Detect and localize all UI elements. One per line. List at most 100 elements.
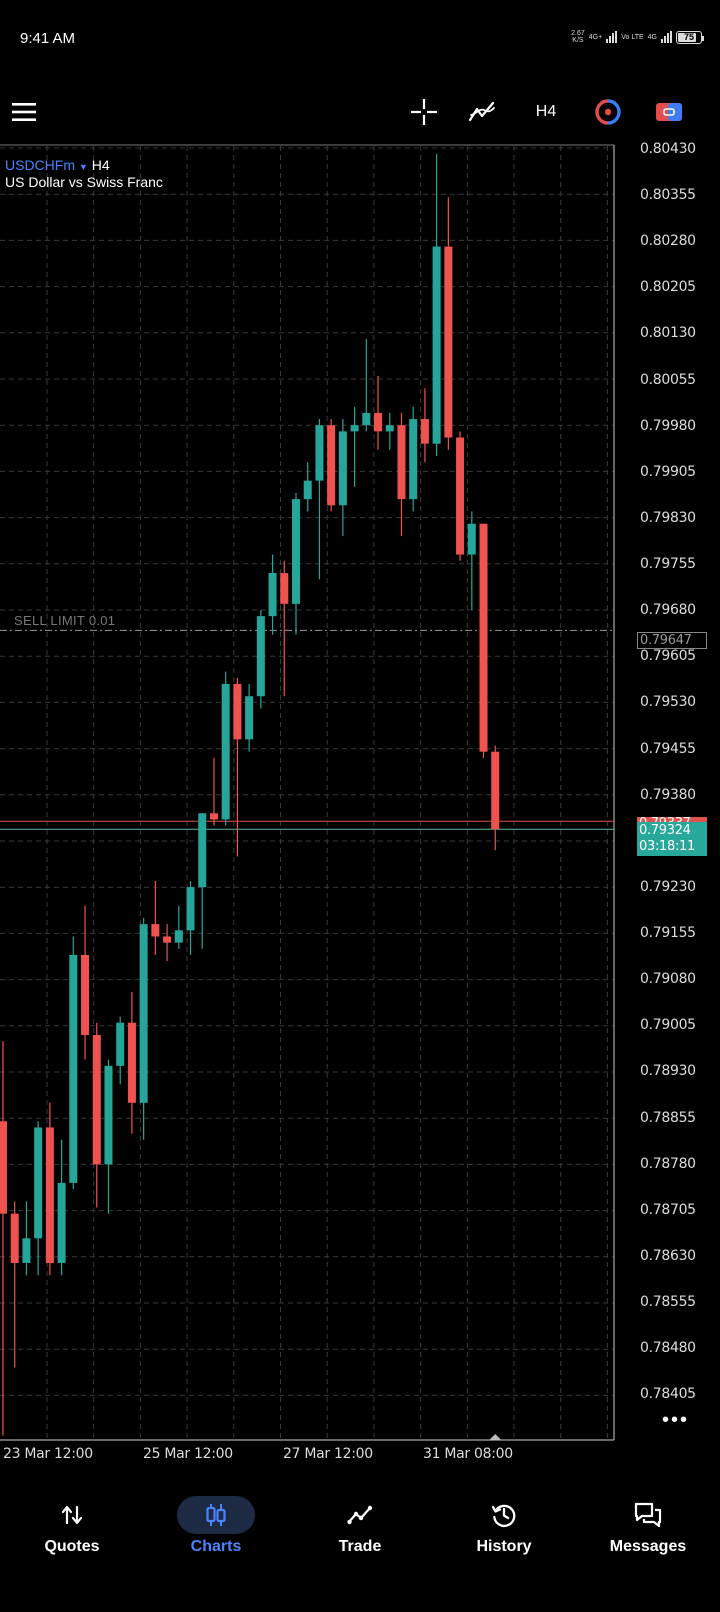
- history-icon: [491, 1504, 516, 1527]
- nav-quotes-icon-wrap: [33, 1496, 111, 1534]
- network-speed-value: 2.67: [571, 30, 585, 37]
- nav-quotes-label: Quotes: [44, 1538, 100, 1555]
- nav-trade-icon-wrap: [321, 1496, 399, 1534]
- trade-icon: [656, 103, 682, 121]
- volte-label: Vo LTE: [621, 33, 644, 41]
- candle-bearish: [444, 246, 453, 438]
- candle-bullish: [104, 1065, 113, 1165]
- symbol-description: US Dollar vs Swiss Franc: [5, 174, 163, 190]
- candle-bullish: [409, 419, 418, 500]
- time-axis-label: 31 Mar 08:00: [423, 1446, 513, 1462]
- candle-bearish: [397, 425, 406, 500]
- battery-level: [678, 32, 696, 42]
- nav-messages[interactable]: Messages: [576, 1480, 720, 1612]
- candle-bearish: [209, 813, 218, 820]
- nav-history-icon-wrap: [465, 1496, 543, 1534]
- symbol-name[interactable]: USDCHFm: [5, 157, 75, 173]
- nav-charts[interactable]: Charts: [144, 1480, 288, 1612]
- bid-price-value: 0.79324: [639, 823, 691, 838]
- crosshair-icon: [411, 99, 437, 125]
- current-bar-marker: [489, 1434, 502, 1440]
- sell-limit-price-tag: 0.79647: [637, 632, 707, 649]
- price-axis-label: 0.78855: [640, 1110, 696, 1126]
- candle-bullish: [467, 523, 476, 555]
- candle-bullish: [198, 813, 207, 888]
- chart-symbol-header[interactable]: USDCHFm ▼ H4: [5, 157, 110, 173]
- candle-bearish: [0, 1121, 7, 1214]
- candle-bearish: [491, 751, 500, 830]
- candle-bullish: [245, 696, 254, 740]
- bottom-navigation: Quotes Charts Trade: [0, 1480, 720, 1612]
- nav-history[interactable]: History: [432, 1480, 576, 1612]
- price-axis-label: 0.78930: [640, 1063, 696, 1079]
- candle-bullish: [139, 924, 148, 1103]
- candle-bullish: [362, 412, 371, 426]
- timeframe-button[interactable]: H4: [522, 80, 570, 144]
- candle-bullish: [57, 1182, 66, 1263]
- price-axis-label: 0.79605: [640, 648, 696, 664]
- one-click-trading-button[interactable]: [584, 80, 632, 144]
- nav-messages-icon-wrap: [609, 1496, 687, 1534]
- status-indicators: 2.67 K/S 4G+ Vo LTE 4G 75: [571, 30, 704, 44]
- network-type-1: 4G+: [588, 33, 603, 41]
- candle-bearish: [280, 573, 289, 604]
- price-axis-label: 0.79455: [640, 741, 696, 757]
- candle-bearish: [374, 412, 383, 432]
- network-type-2: 4G: [647, 33, 657, 41]
- nav-trade[interactable]: Trade: [288, 1480, 432, 1612]
- chart-timeframe: H4: [91, 157, 110, 173]
- price-axis-label: 0.80430: [640, 141, 696, 157]
- charts-icon: [206, 1504, 226, 1526]
- price-axis-label: 0.79680: [640, 602, 696, 618]
- indicator-icon: [468, 101, 495, 122]
- price-axis-label: 0.79080: [640, 971, 696, 987]
- status-bar: 9:41 AM 2.67 K/S 4G+ Vo LTE 4G 75: [0, 0, 720, 80]
- crosshair-button[interactable]: [400, 80, 448, 144]
- chart-toolbar: H4: [0, 80, 720, 144]
- price-axis-label: 0.79155: [640, 925, 696, 941]
- sell-limit-order-label[interactable]: SELL LIMIT 0.01: [14, 613, 116, 628]
- candle-bullish: [174, 930, 183, 943]
- price-axis-label: 0.79830: [640, 510, 696, 526]
- one-click-trading-icon: [595, 99, 621, 125]
- chart-canvas[interactable]: [0, 144, 720, 1480]
- bid-price-tag: 0.79324 03:18:11: [637, 822, 707, 856]
- candle-bullish: [69, 954, 78, 1183]
- more-options-icon[interactable]: •••: [662, 1409, 690, 1431]
- nav-quotes[interactable]: Quotes: [0, 1480, 144, 1612]
- candle-bullish: [292, 499, 300, 604]
- price-chart[interactable]: USDCHFm ▼ H4 US Dollar vs Swiss Franc SE…: [0, 141, 720, 1480]
- price-axis-label: 0.78405: [640, 1386, 696, 1402]
- symbol-caret-icon[interactable]: ▼: [78, 162, 88, 172]
- candle-bullish: [221, 683, 230, 820]
- candle-bearish: [151, 924, 160, 937]
- candle-bullish: [116, 1022, 125, 1066]
- price-axis-label: 0.79005: [640, 1017, 696, 1033]
- candle-bullish: [22, 1238, 31, 1263]
- price-axis-label: 0.78780: [640, 1156, 696, 1172]
- menu-button[interactable]: [0, 80, 48, 144]
- candle-bearish: [45, 1127, 54, 1263]
- candle-bearish: [127, 1022, 136, 1103]
- price-axis-label: 0.78630: [640, 1248, 696, 1264]
- price-axis-label: 0.80205: [640, 279, 696, 295]
- candle-bullish: [34, 1127, 43, 1239]
- signal-icon: [606, 31, 618, 43]
- signal-icon-2: [661, 31, 672, 43]
- trade-button[interactable]: [645, 80, 693, 144]
- network-speed-unit: K/S: [572, 37, 584, 44]
- candle-bearish: [327, 425, 336, 506]
- candle-bearish: [456, 437, 465, 555]
- price-axis-label: 0.80280: [640, 233, 696, 249]
- candle-bullish: [268, 573, 277, 617]
- candle-bullish: [385, 425, 394, 432]
- indicators-button[interactable]: [458, 80, 506, 144]
- candle-bullish: [256, 616, 265, 697]
- price-axis-label: 0.80355: [640, 187, 696, 203]
- candle-bearish: [233, 683, 242, 740]
- price-axis-label: 0.79380: [640, 787, 696, 803]
- candle-bearish: [163, 936, 172, 943]
- candle-bullish: [338, 431, 347, 506]
- price-axis-label: 0.80130: [640, 325, 696, 341]
- price-axis-label: 0.78555: [640, 1294, 696, 1310]
